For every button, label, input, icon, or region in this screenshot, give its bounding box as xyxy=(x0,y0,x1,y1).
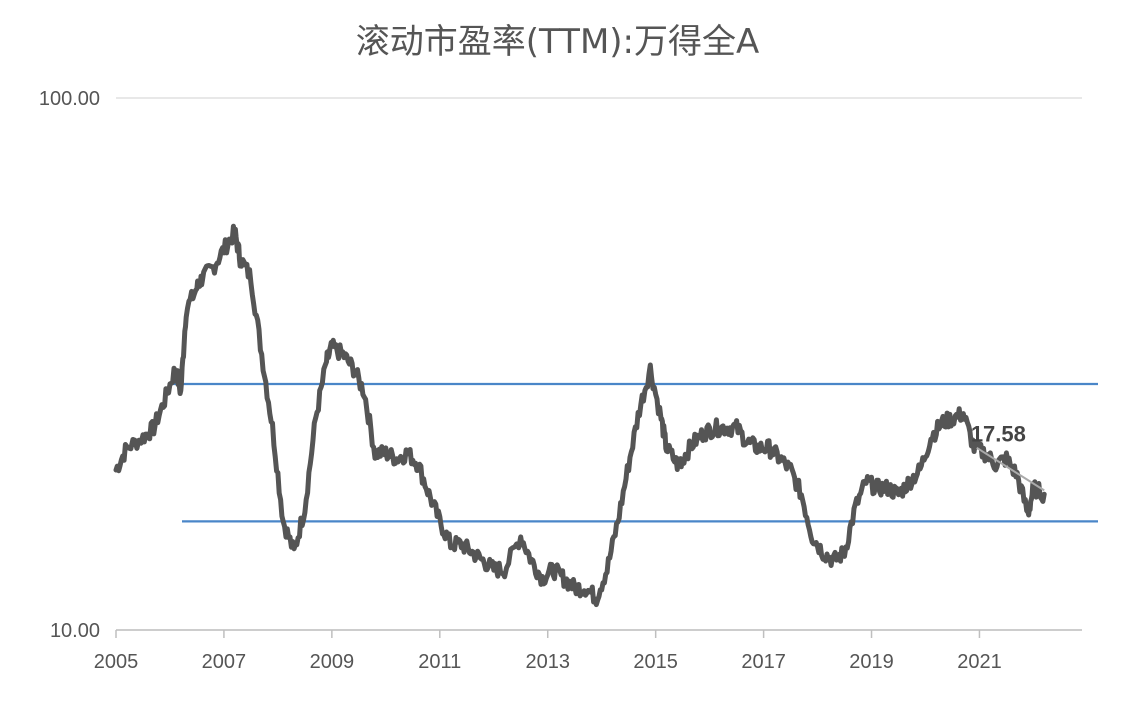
series-layer xyxy=(113,223,1047,608)
x-tick-label: 2013 xyxy=(525,651,570,673)
x-tick-label: 2017 xyxy=(741,651,786,673)
trend-segment xyxy=(976,446,1045,492)
x-axis: 2005 2007 2009 2011 2013 2015 2017 2019 2021 xyxy=(94,629,1082,673)
x-tick-label: 2021 xyxy=(957,651,1002,673)
y-axis: 10.00 100.00 xyxy=(39,88,100,642)
chart-title: 滚动市盈率(TTM):万得全A xyxy=(355,22,760,62)
x-tick-label: 2015 xyxy=(633,651,678,673)
y-tick-label: 100.00 xyxy=(39,88,100,110)
x-tick-label: 2007 xyxy=(202,651,247,673)
reference-lines xyxy=(172,382,1098,523)
x-tick-label: 2009 xyxy=(310,651,355,673)
x-tick-label: 2005 xyxy=(94,651,139,673)
x-tick-label: 2011 xyxy=(418,651,461,673)
x-tick-label: 2019 xyxy=(849,651,894,673)
data-label: 17.58 xyxy=(971,422,1026,447)
annotations: 17.58 xyxy=(971,422,1026,447)
series-line-0 xyxy=(113,223,1047,608)
y-tick-label: 10.00 xyxy=(50,620,100,642)
